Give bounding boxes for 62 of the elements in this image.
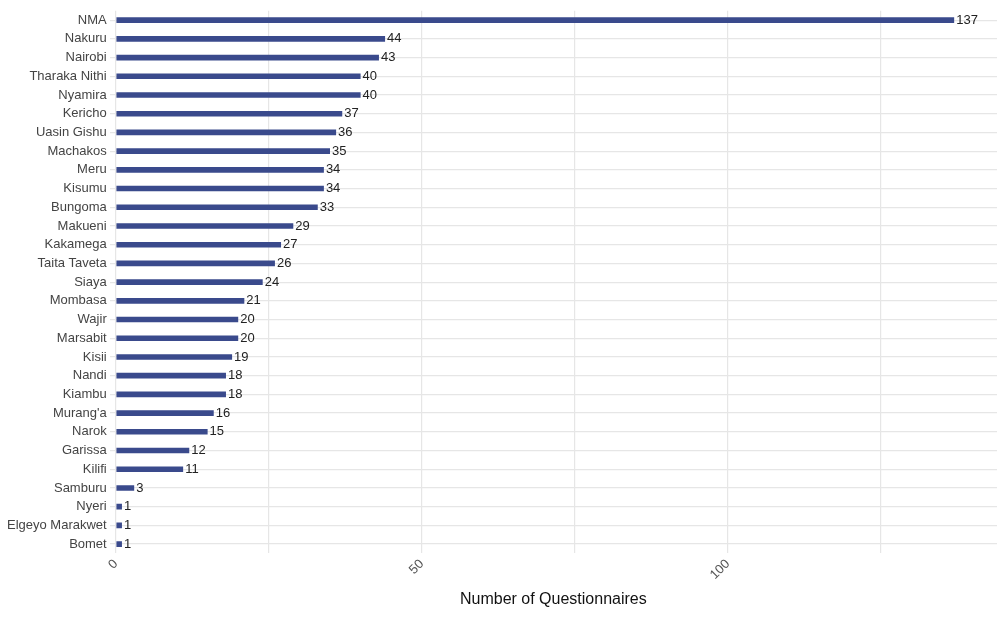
data-label: 37 xyxy=(344,105,359,121)
y-tick-label: Taita Taveta xyxy=(37,254,108,270)
x-tick-label: 100 xyxy=(706,555,733,582)
data-label: 21 xyxy=(246,292,261,308)
y-tick-label: Tharaka Nithi xyxy=(29,67,107,83)
y-tick-label: Narok xyxy=(72,423,108,439)
y-tick-label: Kisii xyxy=(82,348,107,364)
y-tick-label: Siaya xyxy=(74,273,108,289)
data-label: 19 xyxy=(234,348,249,364)
data-label: 1 xyxy=(123,535,132,551)
y-tick-label: Wajir xyxy=(77,311,108,327)
data-label: 20 xyxy=(240,329,255,345)
data-label: 18 xyxy=(227,367,243,383)
data-label: 16 xyxy=(215,404,231,420)
y-tick-label: Nakuru xyxy=(64,30,107,46)
data-label: 3 xyxy=(136,479,144,495)
y-tick-label: Nandi xyxy=(72,367,107,383)
y-tick-label: Makueni xyxy=(57,217,107,233)
data-label: 43 xyxy=(380,49,396,65)
data-label: 1 xyxy=(123,516,132,532)
y-tick-label: Marsabit xyxy=(56,329,108,345)
y-tick-label: NMA xyxy=(77,11,108,27)
y-tick-label: Kericho xyxy=(62,105,107,121)
y-tick-label: Kiambu xyxy=(62,385,107,401)
data-label: 34 xyxy=(325,161,341,177)
data-label: 40 xyxy=(362,86,378,102)
y-tick-label: Machakos xyxy=(47,142,108,158)
data-label: 40 xyxy=(362,67,378,83)
x-tick-label: 50 xyxy=(405,555,427,577)
data-label: 18 xyxy=(227,385,243,401)
y-tick-label: Kisumu xyxy=(63,180,107,196)
data-label: 15 xyxy=(209,423,225,439)
data-label: 35 xyxy=(332,142,347,158)
data-label: 27 xyxy=(283,236,298,252)
y-tick-label: Mombasa xyxy=(49,292,108,308)
data-label: 33 xyxy=(319,198,335,214)
data-label: 1 xyxy=(123,498,132,514)
data-label: 36 xyxy=(338,124,353,139)
y-tick-label: Nyeri xyxy=(76,498,107,514)
data-label: 24 xyxy=(264,273,280,289)
x-axis-title: Number of Questionnaires xyxy=(459,589,647,607)
y-tick-label: Garissa xyxy=(61,442,108,458)
y-tick-label: Uasin Gishu xyxy=(35,124,107,139)
data-label: 11 xyxy=(185,460,199,476)
data-label: 26 xyxy=(276,254,292,270)
y-tick-label: Samburu xyxy=(53,479,107,495)
y-tick-label: Kakamega xyxy=(44,236,108,252)
y-tick-label: Meru xyxy=(77,161,107,177)
y-tick-label: Bomet xyxy=(69,535,108,551)
data-label: 44 xyxy=(387,30,402,46)
y-tick-label: Murang'a xyxy=(52,404,108,420)
y-tick-label: Nairobi xyxy=(65,49,107,65)
data-label: 137 xyxy=(956,11,978,27)
y-tick-label: Kilifi xyxy=(82,460,107,476)
y-tick-label: Bungoma xyxy=(51,198,108,214)
x-tick-label: 0 xyxy=(104,555,121,572)
data-label: 29 xyxy=(295,217,310,233)
data-label: 34 xyxy=(325,180,341,196)
y-tick-label: Nyamira xyxy=(58,86,108,102)
y-tick-label: Elgeyo Marakwet xyxy=(6,516,108,532)
data-label: 12 xyxy=(191,442,206,458)
data-label: 20 xyxy=(240,311,255,327)
